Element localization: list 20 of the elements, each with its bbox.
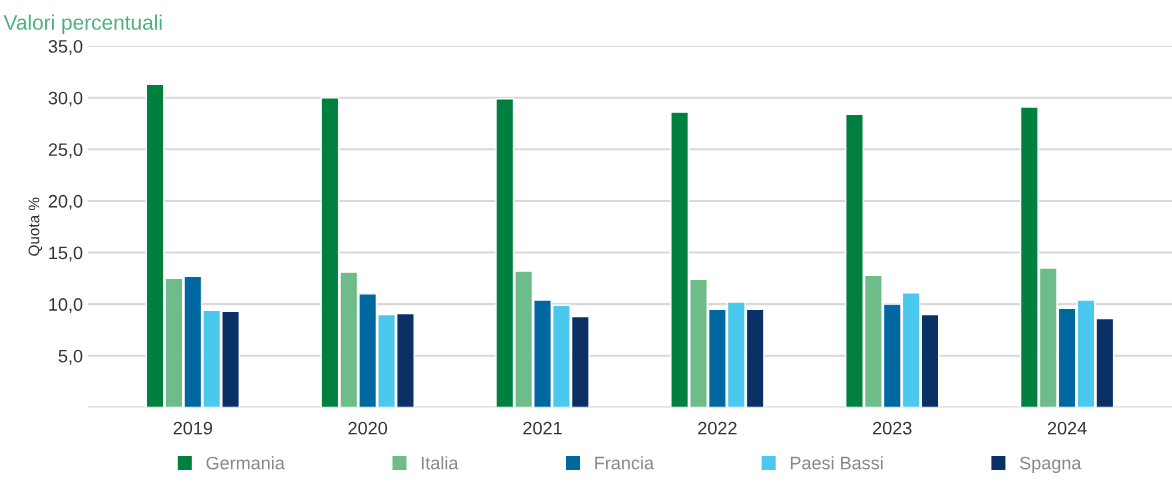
y-tick-label: 20,0 [48,194,83,210]
legend-label: Italia [421,456,459,470]
x-tick-label: 2019 [173,421,213,435]
x-tick-label: 2021 [523,421,562,435]
y-tick-label: 35,0 [48,40,83,55]
legend-label: Francia [595,456,655,470]
legend-label: Spagna [1019,456,1082,473]
legend-label: Paesi Bassi [790,456,883,470]
y-tick-label: 10,0 [49,298,83,314]
x-tick-label: 2022 [698,421,737,435]
x-tick-label: 2023 [873,421,912,435]
y-tick-label: 15,0 [49,246,83,262]
y-tick-label: 25,0 [48,143,83,159]
y-axis-title: Quota % [28,197,43,256]
x-tick-label: 2024 [1047,421,1087,435]
legend-label: Germania [206,456,285,470]
x-tick-label: 2020 [348,421,388,435]
chart-title: Valori percentuali [3,14,162,34]
y-tick-label: 5,0 [58,349,83,365]
y-tick-label: 30,0 [48,91,83,107]
